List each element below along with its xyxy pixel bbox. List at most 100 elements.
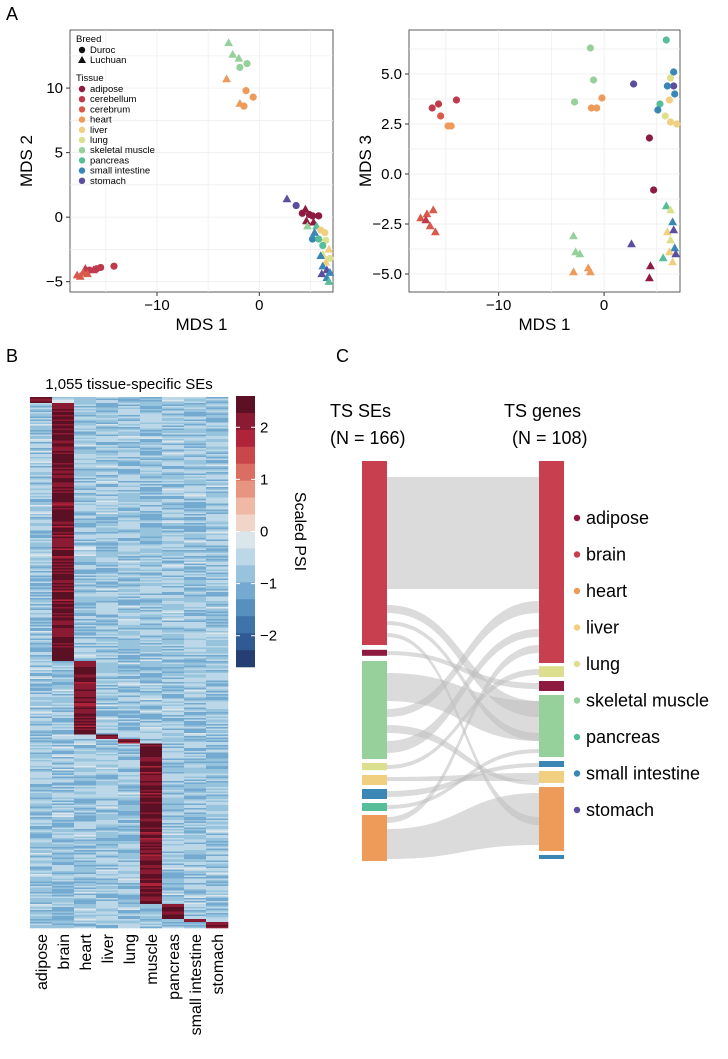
heatmap-cell [162, 880, 185, 882]
heatmap-cell [184, 641, 207, 644]
heatmap-cell [162, 740, 185, 743]
legend-tissue-label: pancreas [90, 155, 129, 166]
heatmap-cell [74, 691, 97, 693]
heatmap-cell [206, 574, 229, 576]
heatmap-cell [140, 866, 163, 869]
heatmap-cell [206, 796, 229, 798]
heatmap-cell [118, 796, 141, 798]
heatmap-cell [162, 470, 185, 473]
heatmap-cell [96, 851, 119, 854]
heatmap-cell [140, 521, 163, 524]
heatmap-cell [206, 469, 229, 471]
heatmap-cell [118, 701, 141, 704]
heatmap-cell [140, 656, 163, 659]
heatmap-cell [206, 641, 229, 644]
heatmap-cell [162, 637, 185, 639]
heatmap-cell [184, 440, 207, 443]
heatmap-cell [30, 518, 53, 521]
heatmap-cell [206, 431, 229, 434]
heatmap-cell [96, 748, 119, 750]
heatmap-cell [118, 655, 141, 657]
heatmap-cell [184, 547, 207, 549]
heatmap-cell [140, 692, 163, 695]
heatmap-cell [184, 874, 207, 876]
heatmap-cell [140, 545, 163, 548]
point-pancreas [324, 277, 334, 285]
heatmap-cell [206, 545, 229, 548]
heatmap-cell [118, 854, 141, 857]
heatmap-cell [140, 910, 163, 912]
heatmap-cell [162, 677, 185, 680]
heatmap-cell [52, 466, 75, 468]
heatmap-cell [162, 752, 185, 755]
heatmap-cell [96, 875, 119, 878]
heatmap-cell [52, 820, 75, 822]
heatmap-cell [96, 479, 119, 482]
heatmap-cell [184, 838, 207, 840]
heatmap-cell [140, 407, 163, 410]
heatmap-cell [96, 638, 119, 641]
heatmap-cell [30, 718, 53, 720]
heatmap-cell [52, 401, 75, 404]
heatmap-cell [184, 692, 207, 695]
heatmap-cell [74, 586, 97, 588]
heatmap-cell [140, 457, 163, 459]
point-pancreas [662, 36, 670, 44]
heatmap-cell [74, 646, 97, 648]
heatmap-cell [30, 583, 53, 585]
heatmap-cell [140, 772, 163, 774]
heatmap-cell [206, 874, 229, 876]
heatmap-cell [184, 764, 207, 767]
heatmap-cell [184, 815, 207, 818]
point-skeletal-muscle [243, 59, 251, 68]
heatmap-cell [184, 469, 207, 471]
heatmap-cell [140, 502, 163, 504]
heatmap-cell [162, 424, 185, 426]
heatmap-cell [118, 710, 141, 713]
heatmap-cell [162, 410, 185, 413]
heatmap-cell [140, 497, 163, 500]
heatmap-cell [30, 668, 53, 671]
heatmap-cell [140, 632, 163, 635]
heatmap-cell [184, 422, 207, 425]
heatmap-cell [184, 653, 207, 656]
heatmap-cell [52, 490, 75, 492]
heatmap-cell [30, 880, 53, 882]
scale-tick-label: 0 [260, 524, 268, 541]
heatmap-cell [162, 592, 185, 594]
heatmap-cell [184, 478, 207, 480]
heatmap-cell [162, 403, 185, 405]
heatmap-cell [118, 703, 141, 705]
heatmap-cell [30, 893, 53, 896]
heatmap-cell [162, 842, 185, 845]
heatmap-cell [206, 473, 229, 476]
heatmap-cell [52, 736, 75, 738]
heatmap-cell [140, 917, 163, 920]
heatmap-cell [96, 524, 119, 527]
heatmap-cell [30, 757, 53, 759]
heatmap-cell [184, 434, 207, 437]
heatmap-cell [140, 668, 163, 671]
sankey-legend-label: liver [586, 618, 619, 638]
heatmap-cell [206, 772, 229, 774]
heatmap-cell [52, 524, 75, 527]
heatmap-cell [118, 877, 141, 879]
heatmap-cell [162, 590, 185, 593]
heatmap-cell [74, 916, 97, 918]
heatmap-cell [52, 431, 75, 434]
heatmap-cell [74, 479, 97, 482]
heatmap-cell [118, 865, 141, 867]
heatmap-cell [30, 646, 53, 648]
heatmap-cell [162, 758, 185, 761]
heatmap-cell [184, 661, 207, 663]
heatmap-cell [206, 580, 229, 582]
heatmap-cell [96, 824, 119, 827]
heatmap-cell [96, 719, 119, 722]
heatmap-cell [184, 590, 207, 593]
heatmap-cell [118, 556, 141, 558]
heatmap-cell [140, 919, 163, 921]
heatmap-cell [74, 704, 97, 707]
heatmap-cell [162, 886, 185, 888]
heatmap-cell [30, 449, 53, 452]
heatmap-cell [30, 800, 53, 803]
